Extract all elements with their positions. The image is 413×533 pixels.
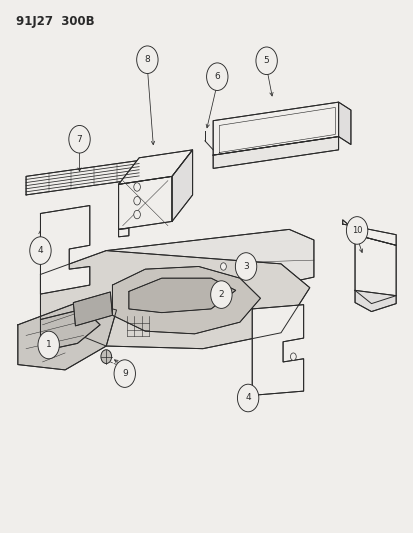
Circle shape: [206, 63, 228, 91]
Text: 5: 5: [263, 56, 269, 65]
Circle shape: [30, 237, 51, 264]
Polygon shape: [252, 305, 303, 395]
Circle shape: [210, 281, 232, 309]
Circle shape: [290, 353, 296, 360]
Circle shape: [237, 261, 242, 268]
Text: 2: 2: [218, 290, 224, 299]
Circle shape: [346, 216, 367, 244]
Polygon shape: [40, 251, 309, 349]
Polygon shape: [354, 235, 395, 304]
Polygon shape: [118, 150, 192, 184]
Polygon shape: [342, 220, 395, 245]
Text: 91J27  300B: 91J27 300B: [16, 14, 94, 28]
Circle shape: [235, 253, 256, 280]
Polygon shape: [106, 229, 313, 296]
Polygon shape: [128, 278, 235, 313]
Text: 7: 7: [76, 135, 82, 144]
Circle shape: [255, 47, 277, 75]
Circle shape: [136, 46, 158, 74]
Polygon shape: [172, 150, 192, 221]
Polygon shape: [338, 102, 350, 144]
Polygon shape: [354, 290, 395, 312]
Polygon shape: [40, 206, 90, 294]
Polygon shape: [73, 292, 112, 326]
Text: 10: 10: [351, 226, 361, 235]
Circle shape: [133, 197, 140, 205]
Polygon shape: [118, 176, 172, 229]
Circle shape: [38, 331, 59, 359]
Circle shape: [237, 384, 258, 412]
Text: 4: 4: [245, 393, 250, 402]
Text: 3: 3: [242, 262, 248, 271]
Circle shape: [133, 211, 140, 219]
Text: 8: 8: [144, 55, 150, 64]
Circle shape: [133, 183, 140, 191]
Text: 4: 4: [38, 246, 43, 255]
Circle shape: [69, 125, 90, 153]
Circle shape: [101, 350, 112, 364]
Text: 6: 6: [214, 72, 220, 81]
Polygon shape: [26, 160, 139, 195]
Polygon shape: [213, 102, 338, 155]
Text: 9: 9: [121, 369, 127, 378]
Text: 1: 1: [46, 341, 52, 350]
Polygon shape: [40, 309, 100, 351]
Polygon shape: [118, 228, 128, 237]
Polygon shape: [213, 136, 338, 168]
Circle shape: [220, 263, 226, 270]
Polygon shape: [18, 301, 116, 370]
Polygon shape: [112, 266, 260, 334]
Circle shape: [114, 360, 135, 387]
